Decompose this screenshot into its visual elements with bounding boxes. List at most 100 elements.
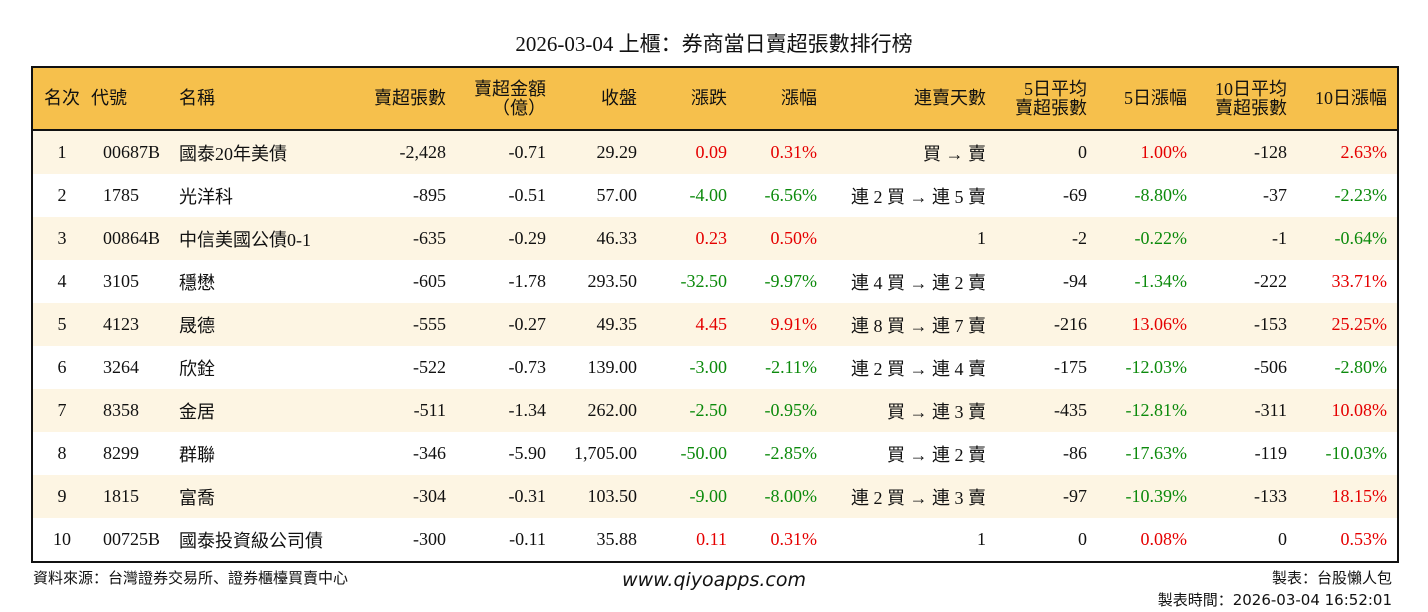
cell-avg5-lots: -435 (996, 389, 1097, 432)
cell-streak: 連 2 買 → 連 3 賣 (827, 475, 996, 518)
cell-code: 00864B (91, 217, 179, 260)
cell-change-pct: -2.11% (765, 357, 817, 377)
table-row: 3 00864B 中信美國公債0-1 -635 -0.29 46.33 0.23 0.50% 1… (32, 217, 1398, 260)
table-row: 5 4123 晟德 -555 -0.27 49.35 4.45 9.91% 連 8 買 → 連 … (32, 303, 1398, 346)
cell-close: 293.50 (587, 271, 638, 291)
cell-close: 49.35 (556, 303, 647, 346)
cell-pct5: 0.08% (1140, 529, 1188, 549)
cell-pct10: 18.15% (1297, 475, 1398, 518)
cell-code: 4123 (91, 303, 179, 346)
cell-pct5: -12.81% (1097, 389, 1197, 432)
cell-avg10-lots: -1 (1197, 217, 1297, 260)
cell-name: 金居 (179, 389, 356, 432)
cell-pct10: 25.25% (1297, 303, 1398, 346)
cell-close: 29.29 (556, 130, 647, 174)
website-link[interactable]: www.qiyoapps.com (622, 569, 806, 591)
cell-streak: 買 → 連 2 賣 (887, 444, 986, 465)
cell-net-sell-lots: -304 (356, 475, 456, 518)
header-code: 代號 (91, 67, 179, 131)
cell-change-pct: -6.56% (764, 185, 818, 205)
cell-change-pct: 0.50% (737, 217, 827, 260)
cell-avg10-lots: -153 (1197, 303, 1297, 346)
cell-close: 35.88 (596, 529, 638, 549)
cell-avg5-lots: -175 (1054, 357, 1087, 377)
data-source: 資料來源：台灣證券交易所、證券櫃檯買賣中心 (33, 569, 349, 587)
cell-change: -32.50 (680, 271, 728, 291)
cell-avg10-lots: -119 (1254, 443, 1287, 463)
header-close: 收盤 (556, 67, 647, 131)
cell-avg10-lots: -311 (1197, 389, 1297, 432)
cell-rank: 3 (32, 217, 91, 260)
cell-close: 262.00 (556, 389, 647, 432)
header-avg5-lots: 5日平均 賣超張數 (996, 67, 1097, 131)
cell-avg5-lots: -94 (1063, 271, 1087, 291)
cell-close: 1,705.00 (574, 443, 637, 463)
table-row: 4 3105 穩懋 -605 -1.78 293.50 -32.50 -9.97% 連 4 買 … (32, 260, 1398, 303)
header-name: 名稱 (179, 67, 356, 131)
cell-pct5: -0.22% (1097, 217, 1197, 260)
cell-net-sell-amount: -0.27 (456, 303, 556, 346)
cell-net-sell-amount: -0.29 (456, 217, 556, 260)
cell-avg5-lots: -86 (1063, 443, 1087, 463)
header-net-sell-amount: 賣超金額 （億） (456, 67, 556, 131)
cell-name: 中信美國公債0-1 (179, 217, 356, 260)
cell-avg5-lots: -216 (996, 303, 1097, 346)
cell-change-pct: 9.91% (737, 303, 827, 346)
generated-time: 製表時間：2026-03-04 16:52:01 (1157, 591, 1392, 609)
cell-streak: 買 → 連 3 賣 (827, 389, 996, 432)
cell-net-sell-amount: -0.71 (456, 130, 556, 174)
cell-rank: 5 (32, 303, 91, 346)
cell-change-pct: -0.95% (737, 389, 827, 432)
cell-net-sell-amount: -0.73 (508, 357, 547, 377)
cell-pct10: -2.23% (1334, 185, 1388, 205)
cell-avg5-lots: 0 (996, 130, 1097, 174)
cell-code: 8358 (91, 389, 179, 432)
cell-rank: 2 (57, 185, 67, 205)
cell-avg10-lots: -37 (1263, 185, 1287, 205)
cell-pct10: 2.63% (1297, 130, 1398, 174)
table-row: 7 8358 金居 -511 -1.34 262.00 -2.50 -0.95% 買 → 連 3… (32, 389, 1398, 432)
cell-net-sell-lots: -605 (413, 271, 446, 291)
cell-change-pct: 0.31% (737, 130, 827, 174)
table-row: 6 3264 欣銓 -522 -0.73 139.00 -3.00 -2.11% 連 2 買 →… (32, 346, 1398, 389)
cell-close: 57.00 (596, 185, 638, 205)
header-change: 漲跌 (647, 67, 737, 131)
page-title: 2026-03-04 上櫃：券商當日賣超張數排行榜 (515, 32, 913, 56)
cell-pct10: 33.71% (1331, 271, 1388, 291)
cell-name: 晟德 (179, 303, 356, 346)
cell-code: 3264 (103, 357, 139, 377)
cell-close: 139.00 (587, 357, 638, 377)
cell-code: 1785 (103, 185, 139, 205)
cell-pct10: 10.08% (1297, 389, 1398, 432)
ranking-table: 名次 代號 名稱 賣超張數 賣超金額 （億） 收盤 漲跌 漲幅 連賣天數 5日平均 賣超張數 5日漲幅 1… (31, 66, 1399, 563)
cell-avg10-lots: -133 (1197, 475, 1297, 518)
cell-rank: 6 (57, 357, 67, 377)
cell-pct5: -1.34% (1134, 271, 1188, 291)
cell-streak: 1 (977, 529, 986, 549)
cell-net-sell-lots: -2,428 (356, 130, 456, 174)
cell-rank: 9 (32, 475, 91, 518)
cell-avg5-lots: -97 (996, 475, 1097, 518)
cell-rank: 7 (32, 389, 91, 432)
cell-net-sell-lots: -346 (413, 443, 446, 463)
cell-change: -9.00 (647, 475, 737, 518)
cell-avg5-lots: -69 (1063, 185, 1087, 205)
cell-rank: 10 (53, 529, 71, 549)
cell-name: 富喬 (179, 475, 356, 518)
header-net-sell-lots: 賣超張數 (356, 67, 456, 131)
cell-change-pct: -8.00% (737, 475, 827, 518)
cell-streak: 連 8 買 → 連 7 賣 (827, 303, 996, 346)
cell-name: 國泰投資級公司債 (179, 530, 323, 551)
cell-change: 0.23 (647, 217, 737, 260)
cell-net-sell-amount: -0.11 (509, 529, 546, 549)
table-row: 10 00725B 國泰投資級公司債 -300 -0.11 35.88 0.11 0.31% 1… (32, 518, 1398, 562)
cell-pct5: -17.63% (1125, 443, 1188, 463)
cell-net-sell-amount: -5.90 (508, 443, 547, 463)
table-row: 2 1785 光洋科 -895 -0.51 57.00 -4.00 -6.56% 連 2 買 →… (32, 174, 1398, 217)
cell-close: 46.33 (556, 217, 647, 260)
cell-change-pct: -2.85% (764, 443, 818, 463)
cell-net-sell-lots: -555 (356, 303, 456, 346)
header-row: 名次 代號 名稱 賣超張數 賣超金額 （億） 收盤 漲跌 漲幅 連賣天數 5日平均 賣超張數 5日漲幅 1… (32, 67, 1398, 131)
cell-pct5: 13.06% (1097, 303, 1197, 346)
cell-change: -3.00 (689, 357, 728, 377)
